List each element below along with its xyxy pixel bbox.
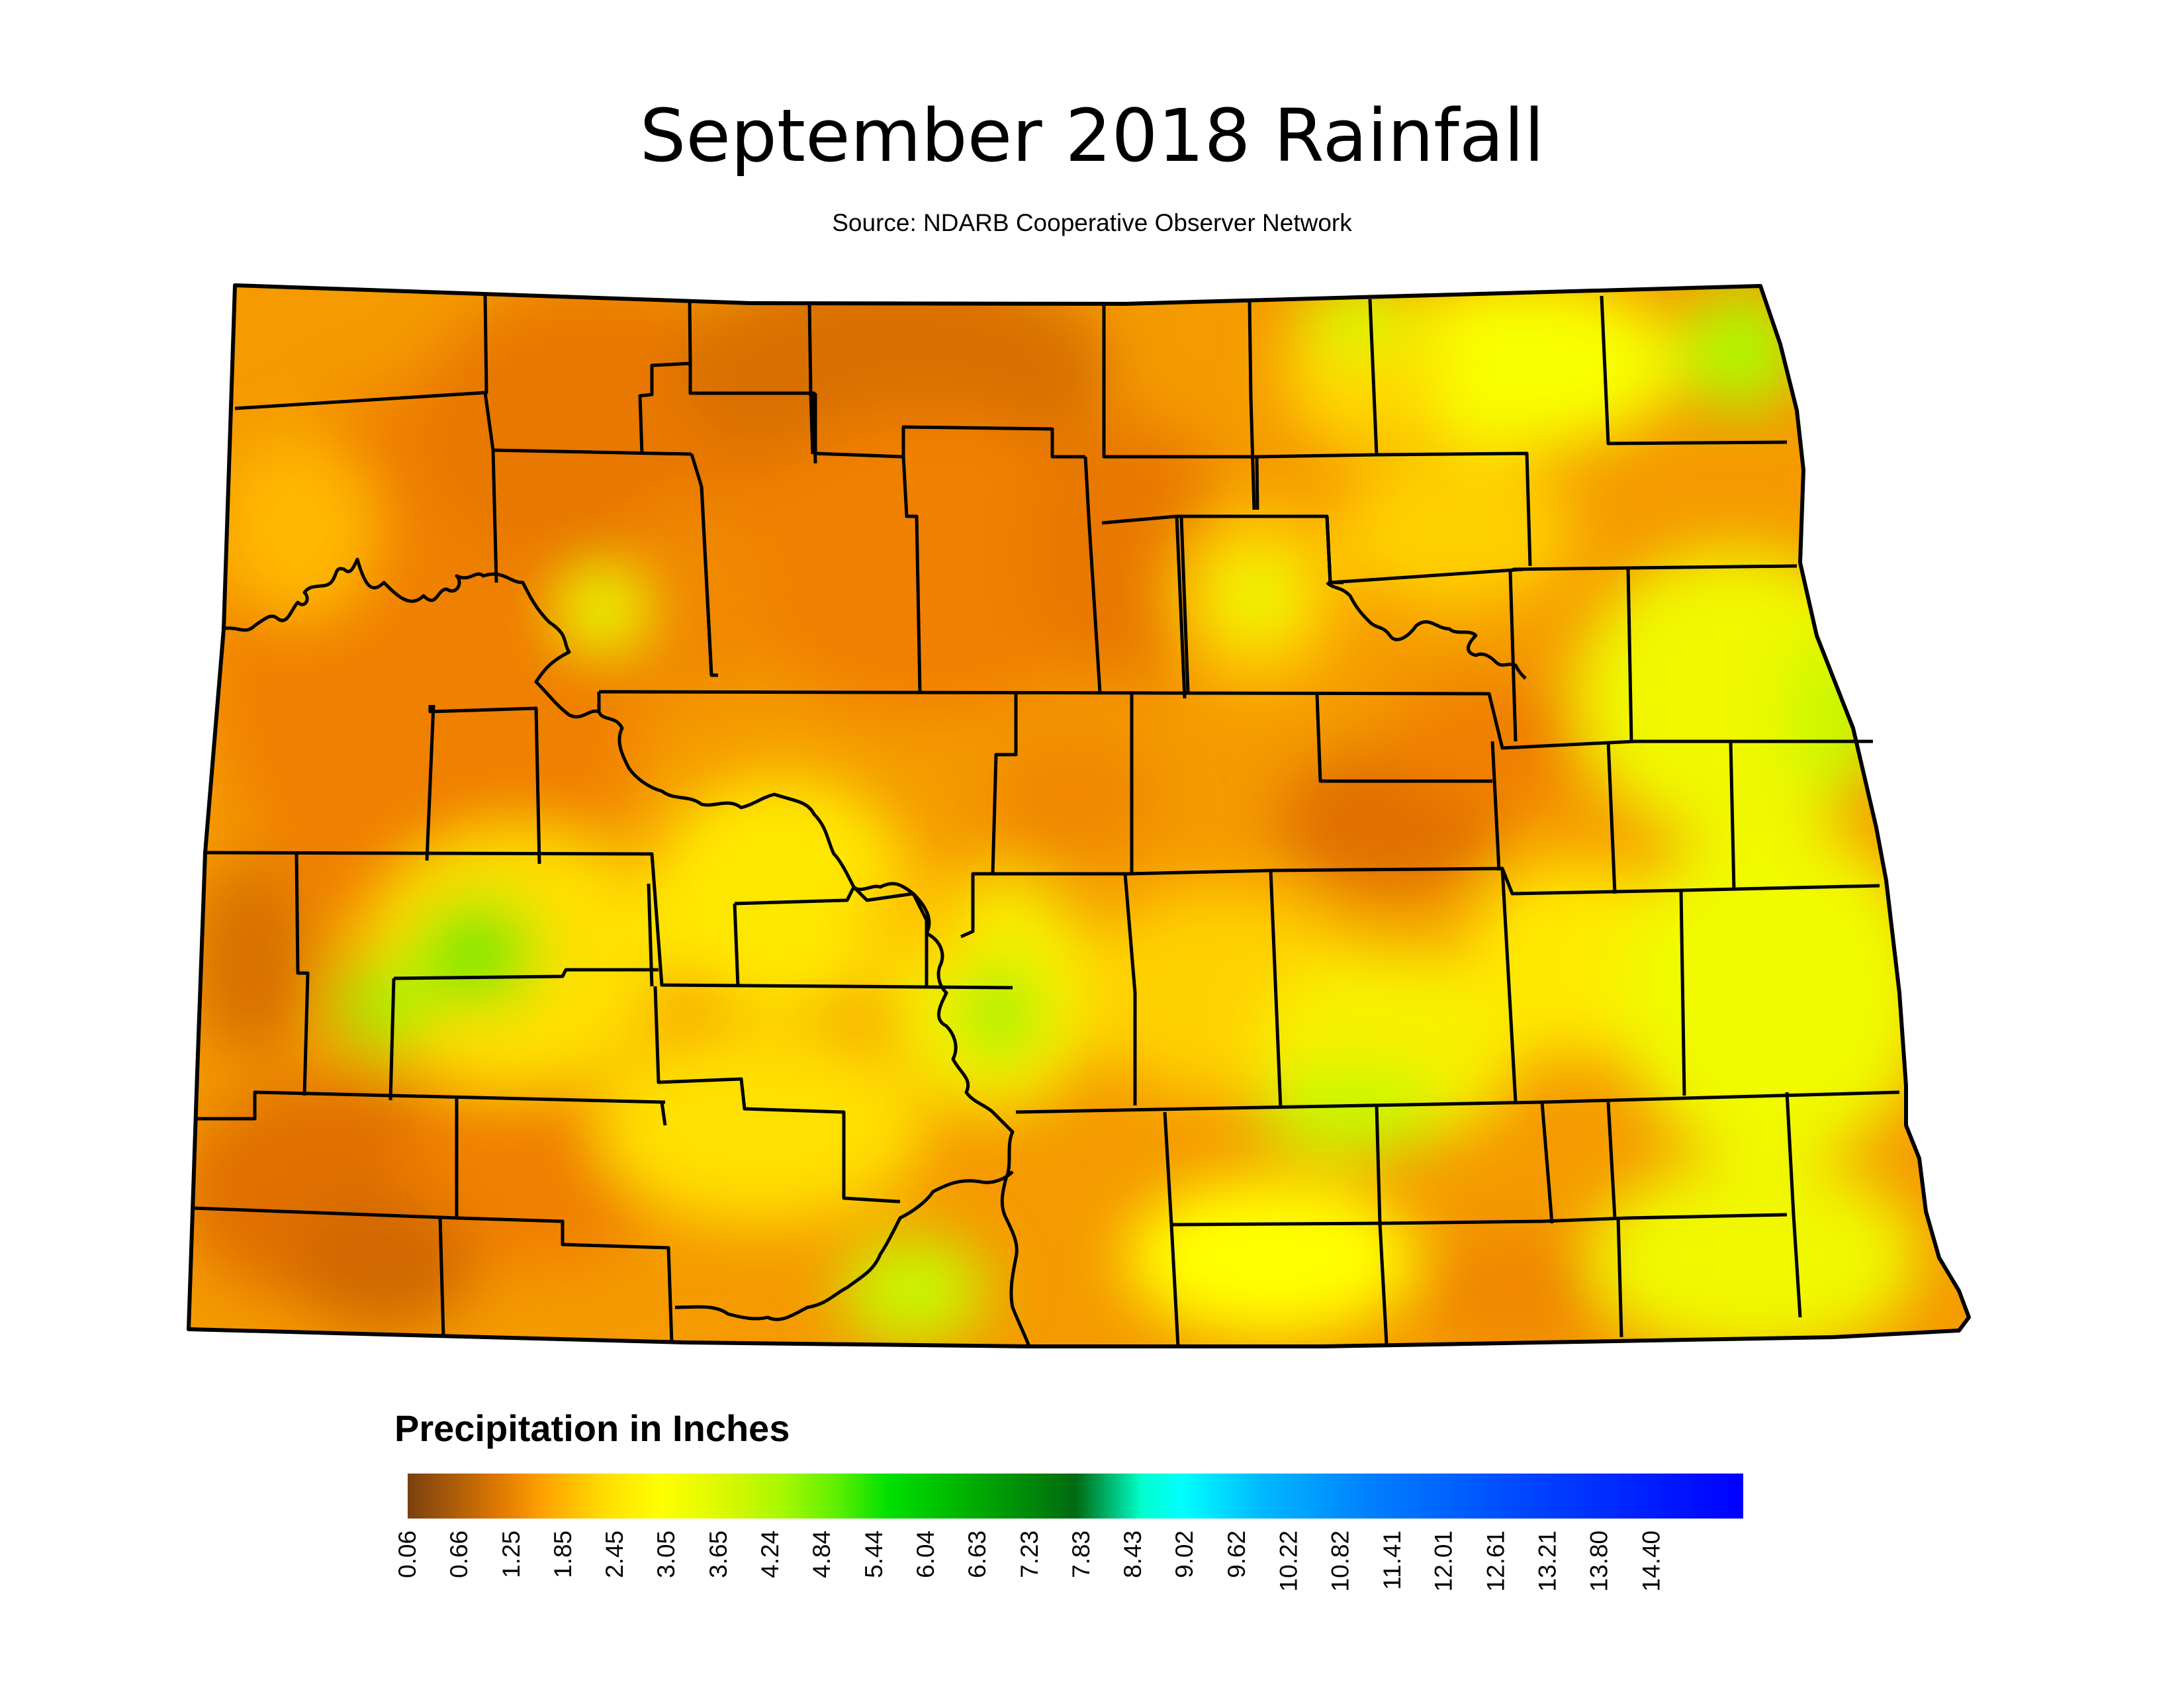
legend-tick-label: 9.62 xyxy=(1223,1530,1263,1636)
precipitation-field xyxy=(189,285,1969,1346)
legend-tick-label: 4.24 xyxy=(756,1530,796,1636)
map-title: September 2018 Rainfall xyxy=(639,93,1545,178)
legend-tick-text: 1.25 xyxy=(497,1530,525,1579)
legend-tick-label: 10.22 xyxy=(1275,1530,1314,1636)
legend-tick-text: 9.02 xyxy=(1171,1530,1199,1579)
legend-tick-text: 7.23 xyxy=(1015,1530,1043,1579)
legend-tick-text: 12.01 xyxy=(1430,1530,1457,1592)
legend-tick-label: 13.80 xyxy=(1586,1530,1625,1636)
legend-tick-label: 2.45 xyxy=(601,1530,641,1636)
legend-tick-label: 12.61 xyxy=(1482,1530,1522,1636)
legend-tick-label: 8.43 xyxy=(1119,1530,1159,1636)
legend-tick-label: 10.82 xyxy=(1326,1530,1366,1636)
legend-tick-text: 10.82 xyxy=(1326,1530,1354,1592)
legend-tick-text: 11.41 xyxy=(1378,1530,1406,1590)
legend-tick-text: 12.61 xyxy=(1482,1530,1510,1592)
legend-tick-label: 1.25 xyxy=(498,1530,537,1636)
legend-tick-label: 1.85 xyxy=(549,1530,589,1636)
legend-tick-label: 5.44 xyxy=(860,1530,900,1636)
legend-tick-label: 7.83 xyxy=(1068,1530,1107,1636)
state-outline xyxy=(187,283,1971,1348)
legend-tick-label: 0.06 xyxy=(394,1530,433,1636)
legend-tick-text: 8.43 xyxy=(1119,1530,1147,1579)
legend-tick-text: 2.45 xyxy=(601,1530,629,1579)
legend-tick-text: 6.04 xyxy=(912,1530,939,1579)
legend-color-bar xyxy=(408,1474,1743,1519)
legend-tick-text: 10.22 xyxy=(1275,1530,1302,1592)
legend-tick-label: 13.21 xyxy=(1534,1530,1574,1636)
legend-tick-text: 6.63 xyxy=(964,1530,991,1579)
legend-tick-text: 9.62 xyxy=(1222,1530,1250,1579)
legend-tick-text: 0.66 xyxy=(445,1530,473,1579)
legend-tick-text: 4.84 xyxy=(808,1530,836,1579)
county-borders xyxy=(193,294,1900,1347)
legend-tick-text: 3.05 xyxy=(653,1530,680,1579)
legend-tick-text: 13.21 xyxy=(1533,1530,1561,1592)
legend-tick-label: 6.63 xyxy=(964,1530,1003,1636)
legend-tick-label: 3.05 xyxy=(653,1530,693,1636)
legend-tick-label: 4.84 xyxy=(808,1530,848,1636)
legend-tick-text: 4.24 xyxy=(756,1530,784,1579)
legend-tick-label: 0.66 xyxy=(445,1530,485,1636)
map-subtitle: Source: NDARB Cooperative Observer Netwo… xyxy=(832,209,1352,236)
legend-tick-text: 7.83 xyxy=(1067,1530,1095,1579)
legend-tick-text: 13.80 xyxy=(1585,1530,1613,1592)
legend-tick-label: 12.01 xyxy=(1430,1530,1470,1636)
legend-tick-label: 7.23 xyxy=(1016,1530,1056,1636)
legend-tick-label: 9.02 xyxy=(1171,1530,1211,1636)
legend-tick-text: 14.40 xyxy=(1637,1530,1665,1592)
legend-title: Precipitation in Inches xyxy=(394,1407,790,1449)
river-boundaries xyxy=(221,557,1527,1347)
legend-tick-text: 5.44 xyxy=(860,1530,887,1579)
legend-tick-text: 1.85 xyxy=(549,1530,576,1579)
legend-tick-label: 3.65 xyxy=(705,1530,745,1636)
legend-tick-text: 3.65 xyxy=(704,1530,732,1579)
legend-tick-text: 0.06 xyxy=(394,1530,421,1579)
legend-tick-label: 6.04 xyxy=(912,1530,952,1636)
legend-tick-label: 14.40 xyxy=(1637,1530,1677,1636)
legend-tick-label: 11.41 xyxy=(1379,1530,1418,1636)
